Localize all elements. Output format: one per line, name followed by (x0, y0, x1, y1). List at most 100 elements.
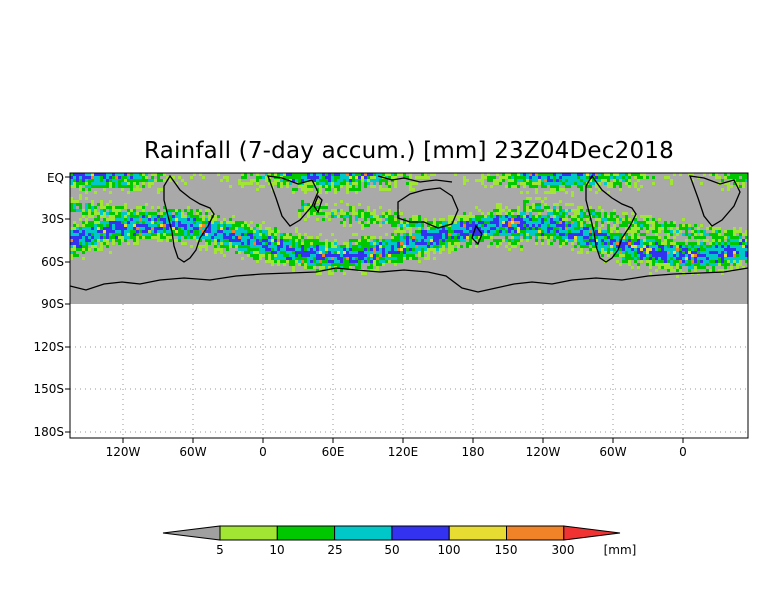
rainfall-cell (145, 218, 148, 221)
rainfall-cell (622, 254, 625, 257)
y-label-60s: 60S (41, 255, 64, 269)
rainfall-cell (577, 233, 580, 236)
rainfall-cell (622, 257, 625, 260)
rainfall-cell (718, 227, 721, 230)
rainfall-cell (370, 215, 373, 218)
rainfall-cell (361, 179, 364, 182)
rainfall-cell (604, 236, 607, 239)
rainfall-cell (649, 215, 652, 218)
rainfall-cell (730, 251, 733, 254)
rainfall-cell (130, 233, 133, 236)
rainfall-cell (286, 173, 289, 176)
rainfall-cell (349, 185, 352, 188)
rainfall-cell (655, 260, 658, 263)
rainfall-cell (157, 191, 160, 194)
rainfall-cell (529, 227, 532, 230)
rainfall-cell (268, 233, 271, 236)
rainfall-cell (532, 230, 535, 233)
rainfall-cell (397, 218, 400, 221)
rainfall-cell (712, 251, 715, 254)
rainfall-cell (457, 215, 460, 218)
rainfall-cell (121, 215, 124, 218)
rainfall-cell (571, 191, 574, 194)
rainfall-cell (664, 230, 667, 233)
rainfall-cell (265, 227, 268, 230)
rainfall-cell (301, 173, 304, 176)
rainfall-cell (298, 233, 301, 236)
rainfall-cell (85, 218, 88, 221)
rainfall-cell (271, 248, 274, 251)
rainfall-cell (73, 209, 76, 212)
rainfall-cell (262, 251, 265, 254)
rainfall-cell (556, 173, 559, 176)
rainfall-cell (376, 251, 379, 254)
rainfall-cell (664, 227, 667, 230)
rainfall-cell (517, 239, 520, 242)
rainfall-cell (679, 254, 682, 257)
rainfall-cell (733, 239, 736, 242)
rainfall-cell (619, 233, 622, 236)
colorbar-label-50: 50 (384, 543, 399, 557)
rainfall-cell (523, 221, 526, 224)
rainfall-cell (616, 260, 619, 263)
rainfall-cell (328, 242, 331, 245)
rainfall-cell (298, 173, 301, 176)
rainfall-cell (373, 236, 376, 239)
rainfall-cell (709, 269, 712, 272)
rainfall-cell (256, 254, 259, 257)
rainfall-cell (73, 254, 76, 257)
rainfall-cell (625, 242, 628, 245)
rainfall-cell (331, 266, 334, 269)
rainfall-cell (676, 248, 679, 251)
rainfall-cell (364, 218, 367, 221)
rainfall-cell (397, 236, 400, 239)
rainfall-cell (481, 227, 484, 230)
rainfall-cell (115, 212, 118, 215)
rainfall-cell (547, 239, 550, 242)
rainfall-cell (481, 218, 484, 221)
rainfall-cell (160, 188, 163, 191)
rainfall-cell (736, 176, 739, 179)
rainfall-cell (460, 215, 463, 218)
rainfall-cell (673, 251, 676, 254)
rainfall-cell (610, 239, 613, 242)
rainfall-cell (253, 257, 256, 260)
rainfall-cell (742, 185, 745, 188)
rainfall-cell (697, 227, 700, 230)
rainfall-cell (151, 182, 154, 185)
rainfall-cell (442, 230, 445, 233)
rainfall-cell (265, 179, 268, 182)
rainfall-cell (133, 179, 136, 182)
rainfall-cell (466, 230, 469, 233)
rainfall-cell (91, 236, 94, 239)
rainfall-cell (352, 248, 355, 251)
rainfall-cell (634, 221, 637, 224)
rainfall-cell (250, 248, 253, 251)
rainfall-cell (508, 224, 511, 227)
rainfall-cell (535, 197, 538, 200)
rainfall-cell (367, 251, 370, 254)
rainfall-cell (631, 227, 634, 230)
plot-frame (69, 172, 749, 439)
rainfall-cell (469, 242, 472, 245)
rainfall-cell (556, 233, 559, 236)
rainfall-cell (334, 242, 337, 245)
rainfall-cell (85, 227, 88, 230)
rainfall-cell (547, 242, 550, 245)
rainfall-cell (385, 212, 388, 215)
rainfall-cell (565, 176, 568, 179)
rainfall-cell (115, 209, 118, 212)
rainfall-cell (166, 224, 169, 227)
rainfall-cell (121, 173, 124, 176)
rainfall-cell (607, 248, 610, 251)
antarctica-coast (70, 267, 748, 293)
rainfall-cell (679, 230, 682, 233)
rainfall-cell (106, 218, 109, 221)
rainfall-cell (394, 179, 397, 182)
rainfall-cell (148, 230, 151, 233)
rainfall-cell (679, 224, 682, 227)
rainfall-cell (511, 230, 514, 233)
rainfall-cell (361, 272, 364, 275)
rainfall-cell (499, 233, 502, 236)
rainfall-cell (715, 230, 718, 233)
